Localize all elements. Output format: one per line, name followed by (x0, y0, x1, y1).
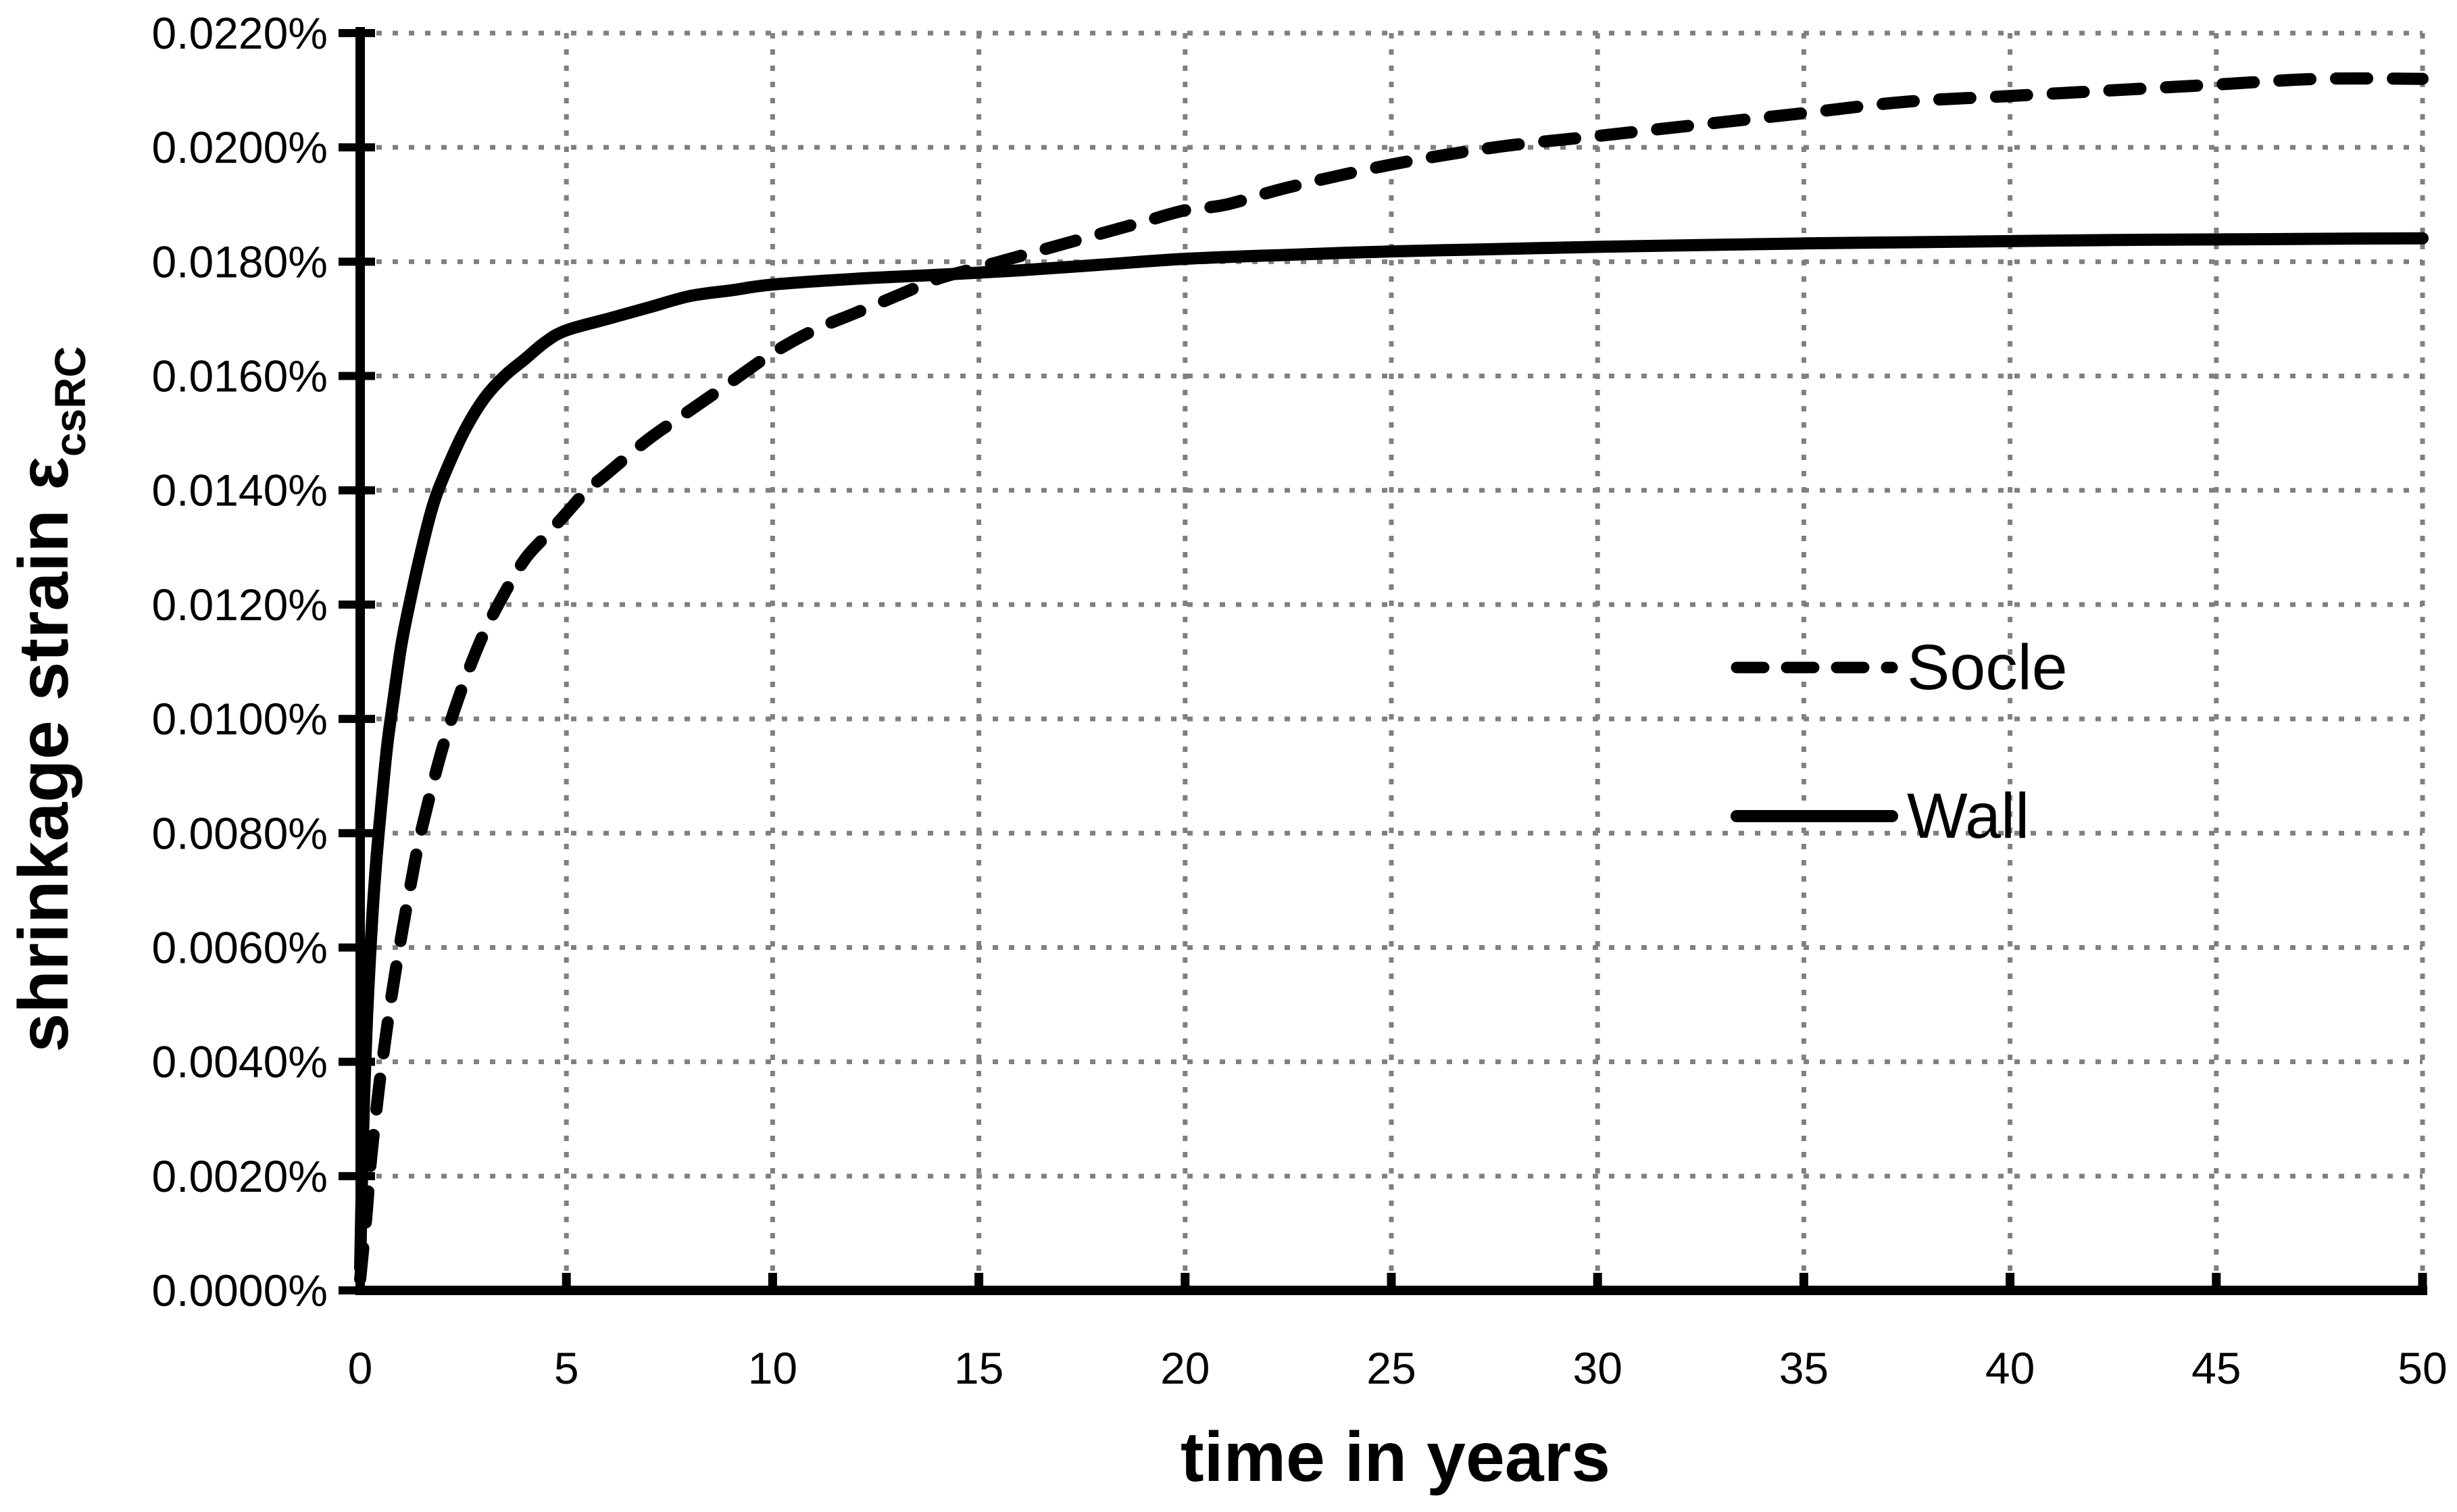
x-tick-label: 10 (748, 1343, 797, 1393)
x-axis-tick-labels: 0 5 10 15 20 25 30 35 40 45 50 (348, 1343, 2448, 1393)
x-tick-label: 5 (554, 1343, 579, 1393)
socle-series-line (354, 72, 2429, 1286)
x-tick-label: 45 (2191, 1343, 2241, 1393)
y-tick-label: 0.0200% (151, 122, 328, 172)
x-tick-label: 15 (954, 1343, 1003, 1393)
legend-label-socle: Socle (1907, 632, 2068, 703)
x-axis-title: time in years (1181, 1418, 1610, 1496)
y-tick-label: 0.0020% (151, 1151, 328, 1201)
x-tick-label: 0 (348, 1343, 373, 1393)
x-tick-label: 50 (2398, 1343, 2447, 1393)
y-tick-label: 0.0220% (151, 8, 328, 58)
x-tick-label: 20 (1160, 1343, 1210, 1393)
y-tick-label: 0.0100% (151, 694, 328, 744)
legend-label-wall: Wall (1907, 780, 2029, 852)
y-tick-label: 0.0160% (151, 351, 328, 401)
wall-series-line (354, 232, 2429, 1274)
x-tick-label: 35 (1779, 1343, 1829, 1393)
series-lines (354, 72, 2429, 1286)
x-tick-label: 25 (1366, 1343, 1416, 1393)
y-tick-label: 0.0140% (151, 465, 328, 515)
x-tick-label: 30 (1572, 1343, 1622, 1393)
gridlines (360, 30, 2425, 1290)
y-axis-title: shrinkage strain εcsRC (5, 346, 95, 1052)
legend: Socle Wall (1731, 632, 2068, 852)
y-axis-tick-labels: 0.0000% 0.0020% 0.0040% 0.0060% 0.0080% 0.010… (151, 8, 328, 1315)
y-axis-title-main: shrinkage strain ε (5, 457, 83, 1053)
x-tick-label: 40 (1985, 1343, 2035, 1393)
axes (339, 27, 2427, 1295)
y-axis-title-subscript: csRC (46, 346, 95, 457)
y-tick-label: 0.0060% (151, 922, 328, 972)
y-tick-label: 0.0000% (151, 1265, 328, 1315)
y-tick-label: 0.0080% (151, 808, 328, 858)
y-tick-label: 0.0180% (151, 236, 328, 286)
y-tick-label: 0.0120% (151, 580, 328, 630)
y-tick-label: 0.0040% (151, 1037, 328, 1087)
